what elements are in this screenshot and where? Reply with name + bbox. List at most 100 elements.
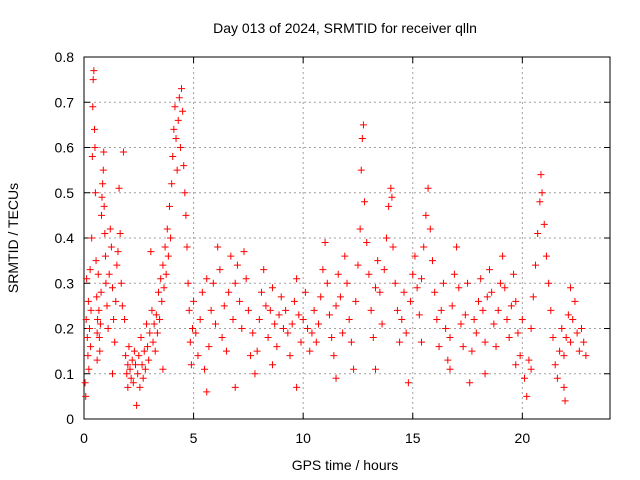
data-point — [442, 325, 450, 332]
data-point — [457, 320, 465, 328]
data-point — [187, 361, 195, 369]
data-point — [369, 334, 377, 342]
data-point — [155, 288, 163, 296]
data-point — [108, 370, 116, 378]
data-point — [115, 184, 123, 192]
data-point — [152, 311, 160, 319]
data-point — [510, 270, 518, 278]
data-point — [343, 279, 351, 287]
data-point — [110, 315, 118, 323]
data-point — [336, 293, 344, 301]
data-point — [453, 243, 461, 251]
data-point — [201, 365, 209, 373]
data-point — [209, 279, 217, 287]
x-tick-label: 20 — [515, 430, 531, 446]
data-point — [182, 211, 190, 219]
data-point — [207, 306, 215, 314]
data-point — [149, 338, 157, 346]
data-point — [271, 320, 279, 328]
data-point — [310, 306, 318, 314]
data-point — [178, 85, 186, 93]
data-point — [374, 257, 382, 265]
data-point — [186, 338, 194, 346]
data-point — [334, 270, 342, 278]
data-point — [359, 121, 367, 129]
data-point — [325, 311, 333, 319]
data-point — [180, 162, 188, 170]
y-tick-label: 0.7 — [55, 94, 75, 110]
data-point — [321, 239, 329, 247]
y-tick-label: 0.5 — [55, 185, 75, 201]
data-point — [111, 338, 119, 346]
data-point — [101, 229, 109, 237]
data-point — [437, 306, 445, 314]
data-point — [435, 343, 443, 351]
data-point — [569, 315, 577, 323]
data-point — [96, 347, 104, 355]
data-point — [286, 352, 294, 360]
data-point — [88, 153, 96, 161]
data-point — [93, 356, 101, 364]
data-point — [183, 243, 191, 251]
data-point — [428, 257, 436, 265]
data-point — [126, 365, 134, 373]
data-point — [84, 352, 92, 360]
data-point — [98, 211, 106, 219]
data-point — [222, 347, 230, 355]
data-point — [315, 320, 323, 328]
grid — [84, 57, 610, 419]
data-point — [499, 252, 507, 260]
data-point — [249, 329, 257, 337]
data-point — [389, 243, 397, 251]
data-point — [130, 347, 138, 355]
data-point — [240, 248, 248, 256]
data-point — [231, 279, 239, 287]
data-point — [163, 225, 171, 233]
data-point — [529, 293, 537, 301]
data-point — [220, 302, 228, 310]
data-point — [102, 279, 110, 287]
data-point — [540, 220, 548, 228]
data-point — [156, 315, 164, 323]
data-point — [468, 347, 476, 355]
data-point — [91, 189, 99, 197]
data-point — [382, 234, 390, 242]
data-point — [455, 284, 463, 292]
data-point — [159, 365, 167, 373]
data-point — [185, 306, 193, 314]
data-point — [127, 374, 135, 382]
data-point — [227, 252, 235, 260]
data-point — [345, 315, 353, 323]
data-points — [81, 67, 590, 409]
data-point — [112, 297, 120, 305]
y-tick-label: 0.3 — [55, 275, 75, 291]
data-point — [363, 239, 371, 247]
data-point — [231, 383, 239, 391]
data-point — [518, 315, 526, 323]
data-point — [512, 361, 520, 369]
data-point — [205, 343, 213, 351]
data-point — [260, 266, 268, 274]
data-point — [481, 338, 489, 346]
data-point — [99, 180, 107, 188]
x-axis-label: GPS time / hours — [292, 457, 399, 473]
data-point — [573, 329, 581, 337]
data-point — [203, 275, 211, 283]
data-point — [549, 334, 557, 342]
data-point — [91, 125, 99, 133]
data-point — [122, 352, 130, 360]
data-point — [424, 184, 432, 192]
data-point — [332, 374, 340, 382]
data-point — [108, 284, 116, 292]
data-point — [466, 379, 474, 387]
data-point — [106, 225, 114, 233]
x-tick-label: 5 — [190, 430, 198, 446]
data-point — [560, 383, 568, 391]
data-point — [82, 392, 90, 400]
data-point — [545, 279, 553, 287]
data-point — [388, 193, 396, 201]
data-point — [578, 325, 586, 332]
y-tick-label: 0.1 — [55, 366, 75, 382]
data-point — [492, 343, 500, 351]
